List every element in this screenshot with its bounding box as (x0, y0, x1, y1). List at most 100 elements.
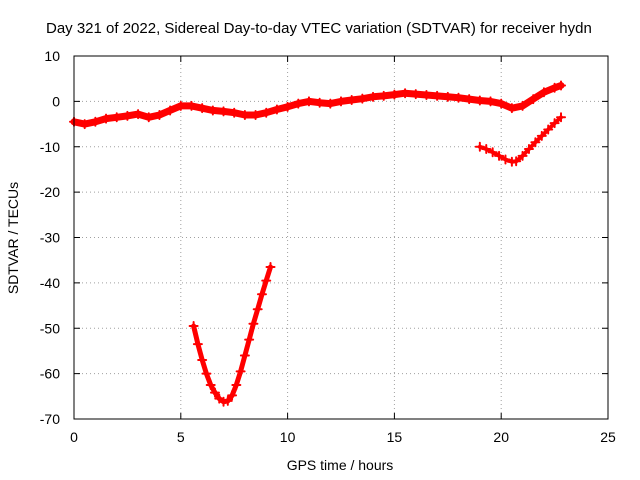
chart-title: Day 321 of 2022, Sidereal Day-to-day VTE… (46, 20, 592, 37)
data-point (111, 112, 122, 123)
y-tick-label: -10 (40, 139, 60, 155)
x-tick-label: 20 (493, 429, 509, 445)
data-point (207, 105, 218, 116)
data-point (133, 109, 144, 120)
data-point (453, 92, 464, 103)
data-point (400, 88, 411, 99)
data-point (244, 334, 255, 345)
y-tick-label: 0 (52, 93, 60, 109)
data-point (252, 304, 263, 315)
data-point (346, 95, 357, 106)
y-axis-label: SDTVAR / TECUs (5, 182, 21, 294)
data-point (248, 318, 259, 329)
data-point (282, 101, 293, 112)
data-point (506, 103, 517, 114)
data-point (192, 339, 203, 350)
data-point (336, 96, 346, 107)
data-point (90, 116, 101, 127)
data-point (500, 154, 511, 165)
data-point (314, 97, 325, 108)
data-point (188, 320, 199, 331)
data-point (530, 137, 541, 148)
data-point (517, 150, 528, 161)
data-point (464, 94, 475, 105)
data-point (496, 98, 507, 109)
x-tick-label: 25 (600, 429, 616, 445)
data-point (256, 289, 267, 300)
data-point (523, 144, 534, 155)
data-point (227, 390, 238, 401)
data-point (271, 104, 282, 115)
data-point (442, 91, 453, 102)
data-point (517, 100, 528, 111)
y-tick-label: -40 (40, 275, 60, 291)
y-tick-label: -60 (40, 366, 60, 382)
data-point (378, 90, 389, 101)
data-point (79, 119, 90, 130)
y-tick-label: 10 (44, 48, 60, 64)
x-tick-label: 0 (70, 429, 78, 445)
data-point (218, 106, 229, 117)
data-point (511, 156, 522, 167)
data-point (250, 109, 261, 120)
data-point (485, 96, 496, 107)
data-point (494, 150, 505, 161)
data-point (474, 141, 485, 152)
data-point (303, 96, 314, 107)
grid (74, 56, 608, 419)
data-point (261, 275, 272, 286)
data-point (231, 379, 242, 390)
data-point (325, 98, 336, 109)
data-point (556, 80, 567, 91)
axis-ticks: 0 5 10 15 20 25 10 0 -10 -20 -30 -40 -50 -60 -70 (40, 48, 616, 445)
x-axis-label: GPS time / hours (287, 457, 394, 473)
data-point (197, 355, 208, 366)
x-tick-label: 5 (177, 429, 185, 445)
series-line (70, 82, 565, 128)
data-point (222, 395, 233, 406)
y-tick-label: -70 (40, 411, 60, 427)
data-point (239, 109, 250, 120)
data-point (421, 90, 432, 101)
y-tick-label: -20 (40, 184, 60, 200)
data-point (528, 94, 539, 105)
data-point (481, 144, 492, 155)
data-point (389, 89, 400, 100)
data-point (235, 366, 246, 377)
data-point (543, 124, 554, 135)
data-point (239, 350, 250, 361)
data-point (432, 90, 443, 101)
data-point (487, 147, 498, 158)
data-point (549, 118, 560, 129)
data-point (165, 105, 176, 116)
data-point (143, 112, 154, 123)
data-point (154, 109, 165, 120)
data-point (368, 91, 379, 102)
data-point (261, 107, 272, 118)
data-point (197, 103, 208, 114)
data-point (293, 98, 304, 109)
data-point (229, 107, 240, 118)
data-point (549, 82, 560, 93)
data-point (410, 89, 421, 100)
y-tick-label: -50 (40, 320, 60, 336)
data-point (556, 112, 567, 123)
series-line (191, 264, 273, 405)
data-point (122, 110, 133, 121)
data-point (474, 95, 485, 106)
data-point (175, 100, 186, 111)
data-series (69, 80, 567, 407)
data-point (265, 261, 276, 272)
data-point (538, 87, 549, 98)
data-point (205, 379, 216, 390)
data-point (357, 93, 368, 104)
data-point (186, 100, 197, 111)
x-tick-label: 15 (387, 429, 403, 445)
y-tick-label: -30 (40, 230, 60, 246)
data-point (536, 130, 547, 141)
data-point (209, 387, 220, 398)
x-tick-label: 10 (280, 429, 296, 445)
data-point (101, 113, 112, 124)
data-point (201, 368, 212, 379)
